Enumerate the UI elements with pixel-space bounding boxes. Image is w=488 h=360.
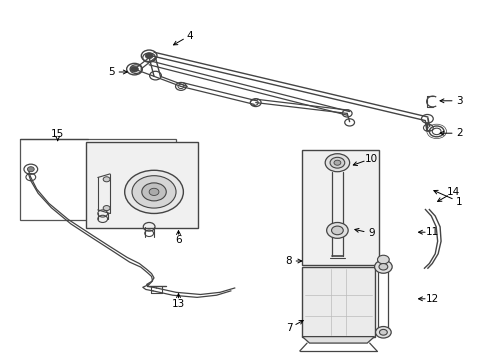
Polygon shape	[302, 337, 374, 343]
Circle shape	[27, 167, 34, 172]
Text: 5: 5	[108, 67, 115, 77]
Text: 14: 14	[446, 187, 459, 197]
Text: 4: 4	[186, 31, 193, 41]
Circle shape	[132, 176, 176, 208]
Text: 2: 2	[455, 128, 462, 138]
Text: 1: 1	[455, 197, 461, 207]
Circle shape	[378, 264, 387, 270]
Circle shape	[379, 329, 386, 335]
Text: 7: 7	[285, 323, 292, 333]
Circle shape	[377, 255, 388, 264]
Circle shape	[130, 66, 138, 72]
Bar	[85, 142, 198, 228]
Text: 10: 10	[364, 154, 377, 164]
Bar	[302, 150, 379, 265]
Circle shape	[149, 188, 159, 195]
Circle shape	[142, 183, 166, 201]
Text: 12: 12	[425, 294, 439, 304]
Circle shape	[329, 157, 344, 168]
Circle shape	[374, 260, 391, 273]
Text: 13: 13	[171, 299, 185, 309]
Circle shape	[326, 222, 347, 238]
Text: 15: 15	[51, 129, 64, 139]
Circle shape	[124, 170, 183, 213]
Circle shape	[103, 177, 110, 182]
Text: 8: 8	[285, 256, 291, 266]
Text: 6: 6	[175, 235, 182, 246]
Text: 3: 3	[455, 96, 462, 106]
Text: 11: 11	[425, 227, 439, 237]
Circle shape	[333, 160, 340, 165]
Circle shape	[103, 206, 110, 211]
Circle shape	[325, 154, 349, 172]
Circle shape	[331, 226, 343, 235]
Bar	[302, 267, 374, 337]
Circle shape	[145, 53, 153, 59]
Circle shape	[375, 327, 390, 338]
Bar	[20, 139, 176, 220]
Text: 9: 9	[367, 228, 374, 238]
